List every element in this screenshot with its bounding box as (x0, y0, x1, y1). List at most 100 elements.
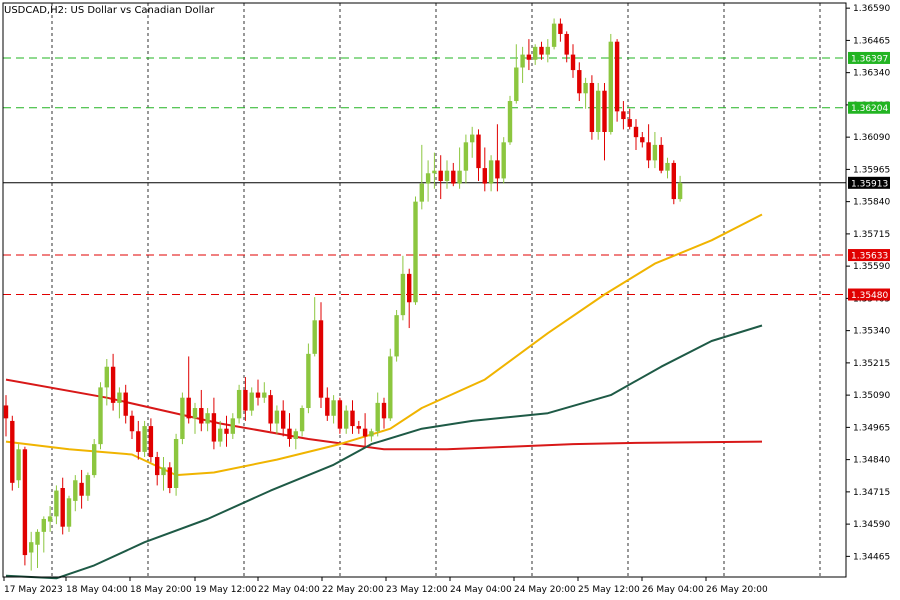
candle-bearish (570, 44, 576, 78)
candle-bearish (110, 353, 116, 411)
candle-body (671, 162, 676, 200)
candle-bullish (413, 196, 418, 305)
candle-bullish (596, 82, 601, 140)
candle-body (539, 46, 544, 55)
candle-bullish (92, 438, 97, 478)
candle-body (318, 320, 324, 398)
candle-body (526, 54, 532, 60)
candle-body (85, 475, 91, 496)
candle-bullish (375, 392, 380, 437)
candle-body (646, 142, 651, 161)
candle-body (394, 315, 399, 357)
candle-body (419, 183, 424, 202)
candle-bullish (520, 46, 525, 83)
candle-bullish (262, 382, 267, 403)
candle-bearish (558, 18, 563, 42)
candle-bullish (432, 152, 437, 189)
candle-bullish (507, 95, 513, 145)
candle-bearish (3, 395, 9, 437)
level-label: 1.36204 (851, 104, 888, 114)
candle-bearish (577, 62, 582, 102)
candle-body (558, 23, 563, 34)
candle-body (180, 397, 185, 439)
candle-body (583, 82, 588, 94)
candle-bullish (583, 77, 588, 109)
candle-bullish (104, 359, 109, 406)
candle-bearish (287, 413, 292, 447)
x-tick-label: 23 May 12:00 (386, 585, 448, 595)
candle-body (54, 490, 59, 517)
x-tick-label: 22 May 20:00 (322, 585, 384, 595)
x-tick-label: 24 May 04:00 (450, 585, 512, 595)
candle-body (627, 119, 632, 127)
candle-bearish (350, 400, 355, 434)
y-tick-label: 1.35965 (853, 165, 890, 175)
candle-body (281, 410, 286, 429)
candle-body (362, 428, 368, 437)
x-tick-label: 22 May 04:00 (258, 585, 320, 595)
candle-bullish (218, 420, 223, 447)
x-tick-label: 18 May 04:00 (66, 585, 128, 595)
candle-body (211, 413, 217, 442)
candle-bearish (123, 384, 128, 424)
candle-bearish (325, 387, 330, 421)
candle-bearish (268, 389, 273, 432)
candle-body (369, 431, 374, 437)
candle-body (501, 142, 506, 179)
candle-bullish (665, 157, 670, 179)
candle-bearish (148, 418, 154, 463)
candle-bearish (640, 131, 645, 148)
candle-body (482, 168, 487, 184)
candle-bullish (205, 408, 210, 432)
candle-bullish (463, 134, 469, 184)
candle-bullish (419, 144, 424, 210)
candle-bearish (621, 101, 626, 130)
candle-body (262, 392, 267, 398)
level-badge (848, 288, 890, 301)
plot-frame (2, 2, 847, 578)
candle-bullish (425, 160, 431, 202)
candle-body (92, 444, 97, 476)
candle-body (331, 400, 336, 416)
y-tick-label: 1.35715 (853, 230, 890, 240)
candle-bullish (66, 495, 72, 532)
candle-bullish (98, 382, 103, 450)
candle-body (652, 144, 658, 161)
candle-body (608, 41, 613, 132)
candle-body (287, 428, 292, 439)
candle-body (22, 449, 28, 556)
y-tick-label: 1.35840 (853, 198, 890, 208)
candle-bearish (10, 415, 15, 491)
candle-bullish (41, 516, 46, 553)
y-tick-label: 1.35215 (853, 359, 890, 369)
candle-bearish (362, 413, 368, 447)
candle-body (293, 431, 298, 439)
candle-body (73, 480, 78, 501)
candle-body (564, 33, 569, 55)
candle-bullish (85, 472, 91, 501)
candle-body (337, 400, 343, 429)
candle-body (375, 402, 380, 432)
candle-bearish (646, 124, 651, 169)
candle-body (186, 397, 191, 419)
candle-bearish (614, 39, 620, 122)
candle-bearish (243, 377, 248, 421)
candle-bullish (444, 160, 450, 189)
candle-body (621, 111, 626, 120)
candle-bearish (482, 147, 487, 192)
candle-body (123, 392, 128, 416)
moving-averages (5, 213, 763, 580)
candle-body (110, 366, 116, 403)
candle-bearish (224, 415, 229, 447)
candle-bullish (306, 343, 311, 414)
candle-bearish (255, 379, 261, 406)
candle-bearish (659, 137, 664, 174)
candle-body (488, 160, 494, 184)
candle-body (520, 54, 525, 68)
candle-body (507, 101, 513, 143)
candle-body (533, 46, 538, 60)
candle-bearish (476, 129, 481, 182)
candle-bullish (488, 155, 494, 192)
candle-bearish (564, 31, 569, 63)
